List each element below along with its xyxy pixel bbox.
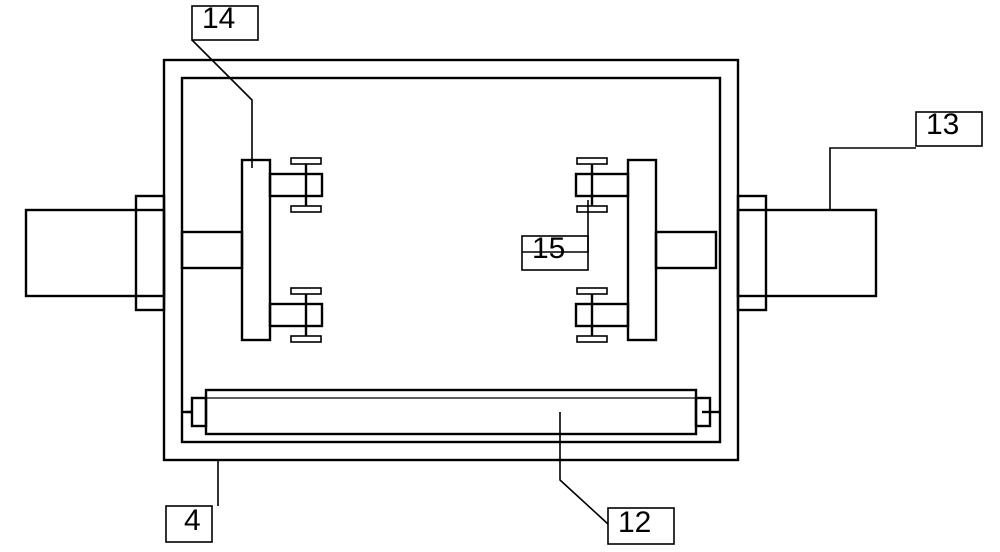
callout-15-label: 15 xyxy=(532,232,565,265)
callout-4: 4 xyxy=(166,460,218,542)
callout-14: 14 xyxy=(192,2,258,168)
callout-12: 12 xyxy=(560,412,674,544)
left-roller-assembly xyxy=(182,158,322,342)
callout-13: 13 xyxy=(830,108,982,210)
right-roller-assembly xyxy=(576,158,716,342)
callout-12-label: 12 xyxy=(618,506,651,539)
callout-15: 15 xyxy=(522,200,588,270)
callout-4-label: 4 xyxy=(184,504,201,537)
technical-figure: 14 13 15 4 12 xyxy=(0,0,1000,552)
right-extension xyxy=(738,196,876,310)
outer-frame xyxy=(164,60,738,460)
callout-13-label: 13 xyxy=(926,108,959,141)
callout-14-label: 14 xyxy=(202,2,235,35)
bottom-roller xyxy=(182,390,720,434)
left-extension xyxy=(26,196,164,310)
